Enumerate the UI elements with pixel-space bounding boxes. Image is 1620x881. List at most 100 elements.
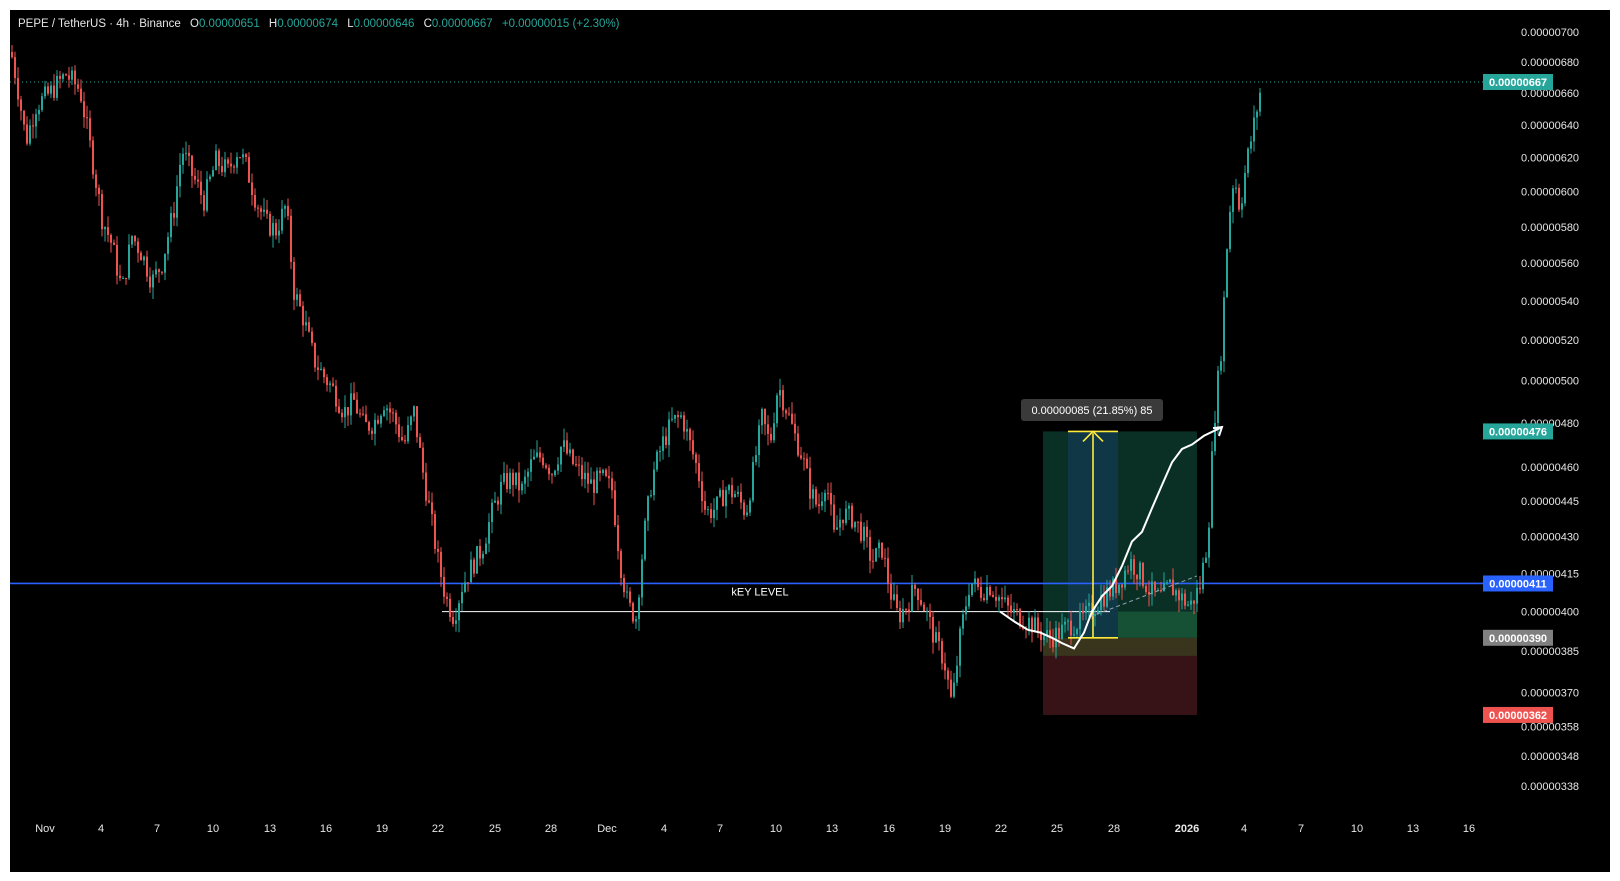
candle-body: [1196, 587, 1198, 604]
candle-body: [962, 614, 964, 629]
target-price-tag: 0.00000476: [1489, 426, 1547, 438]
candle-body: [215, 150, 217, 171]
candle-body: [902, 609, 904, 623]
candle-body: [305, 322, 307, 326]
price-axis[interactable]: 0.00000700 0.00000680 0.00000660 0.00000640…: [1521, 27, 1579, 793]
candle-body: [629, 591, 631, 604]
entry-band: [1043, 637, 1197, 656]
candle-body: [1181, 593, 1183, 601]
candle-body: [218, 150, 220, 167]
candle-body: [32, 125, 34, 127]
candle-body: [1079, 610, 1081, 630]
target-price-tag-box: [1483, 423, 1553, 440]
time-tick-label: 28: [1108, 823, 1120, 835]
candle-body: [362, 413, 364, 415]
candle-body: [716, 496, 718, 510]
projection-path[interactable]: [999, 426, 1223, 650]
candle-body: [713, 509, 715, 519]
last-price-tag-box: [1483, 74, 1553, 91]
time-tick-label: 22: [432, 823, 444, 835]
candle-body: [728, 485, 730, 491]
candle-body: [425, 472, 427, 501]
time-tick-label: 7: [154, 823, 160, 835]
candle-body: [1055, 627, 1057, 648]
candle-body: [1187, 604, 1189, 606]
candle-body: [26, 124, 28, 144]
candle-body: [1124, 570, 1126, 588]
candle-body: [788, 413, 790, 415]
candle-body: [149, 276, 151, 288]
candle-body: [758, 425, 760, 456]
candle-body: [152, 274, 154, 288]
candle-body: [200, 181, 202, 196]
candle-body: [650, 495, 652, 497]
candle-body: [950, 679, 952, 697]
time-tick-label: Dec: [597, 823, 617, 835]
price-tick-label: 0.00000700: [1521, 27, 1579, 39]
candle-body: [1049, 629, 1051, 639]
candle-body: [107, 227, 109, 235]
candle-body: [1127, 570, 1129, 572]
candle-body: [1088, 602, 1090, 607]
symbol-title[interactable]: PEPE / TetherUS · 4h · Binance: [18, 18, 181, 30]
price-tick-label: 0.00000580: [1521, 222, 1579, 234]
candle-body: [617, 525, 619, 552]
key-level-label: kEY LEVEL: [731, 586, 788, 598]
candle-body: [245, 154, 247, 157]
candle-body: [374, 419, 376, 434]
candle-body: [989, 586, 991, 595]
candle-body: [596, 470, 598, 493]
candle-body: [863, 526, 865, 541]
candle-body: [782, 390, 784, 411]
price-chart[interactable]: kEY LEVEL 0.00000085 (21.85%) 85 0.00000…: [10, 10, 1610, 872]
candle-body: [308, 322, 310, 332]
candle-body: [842, 519, 844, 524]
candle-body: [692, 440, 694, 455]
candle-body: [1247, 148, 1249, 174]
chart-canvas[interactable]: kEY LEVEL 0.00000085 (21.85%) 85 0.00000…: [10, 10, 1610, 872]
profit-zone[interactable]: [1043, 431, 1197, 638]
candle-body: [1163, 582, 1165, 592]
candle-body: [11, 51, 13, 58]
candle-body: [872, 560, 874, 562]
candle-body: [470, 559, 472, 583]
high-label: H: [268, 18, 278, 30]
candle-body: [1037, 617, 1039, 631]
candle-body: [239, 157, 241, 159]
time-tick-label: 16: [320, 823, 332, 835]
candle-body: [944, 663, 946, 671]
candle-body: [1148, 592, 1150, 595]
candle-body: [695, 454, 697, 464]
candle-body: [656, 451, 658, 470]
time-axis[interactable]: Nov 4 7 10 13 16 19 22 25 28 Dec 4 7 10 13 16 19 22 25 28 20…: [35, 823, 1475, 835]
candle-body: [176, 186, 178, 218]
candle-series: [11, 44, 1261, 699]
candle-body: [1010, 605, 1012, 613]
candle-body: [206, 179, 208, 211]
candle-body: [233, 166, 235, 168]
candle-body: [566, 440, 568, 454]
time-tick-label: 7: [717, 823, 723, 835]
candle-body: [413, 406, 415, 417]
time-tick-label: 4: [1241, 823, 1247, 835]
candle-body: [1106, 587, 1108, 607]
candle-body: [854, 521, 856, 528]
current-pnl-zone: [1118, 611, 1197, 638]
candle-body: [791, 413, 793, 424]
candle-body: [212, 170, 214, 177]
candle-body: [689, 429, 691, 441]
candle-body: [1259, 92, 1261, 112]
candle-body: [1082, 610, 1084, 614]
candle-body: [875, 548, 877, 562]
candle-body: [224, 159, 226, 173]
candle-body: [344, 407, 346, 418]
candle-body: [116, 244, 118, 276]
candle-body: [770, 433, 772, 441]
candle-body: [743, 502, 745, 516]
candle-body: [620, 551, 622, 578]
close-value: 0.00000667: [431, 18, 493, 30]
candle-body: [173, 213, 175, 218]
candle-body: [383, 410, 385, 416]
entry-price-tag-box: [1483, 629, 1553, 646]
time-tick-label: Nov: [35, 823, 55, 835]
